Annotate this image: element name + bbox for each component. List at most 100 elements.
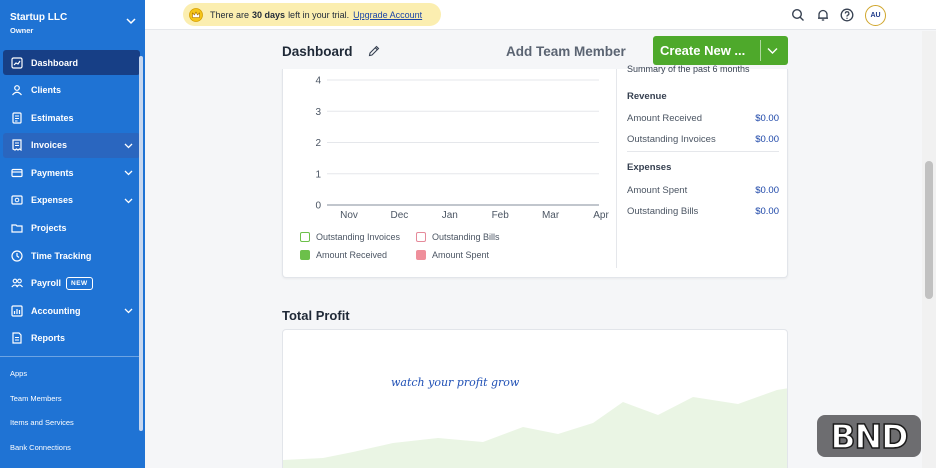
summary-heading: Summary of the past 6 months: [627, 64, 750, 74]
main-scrollbar[interactable]: [922, 31, 936, 468]
page-title: Dashboard: [282, 44, 353, 59]
create-new-label: Create New ...: [660, 43, 746, 58]
chevron-down-icon[interactable]: [766, 44, 779, 57]
total-profit-card: watch your profit grow: [282, 329, 788, 468]
sidebar-link-team-members[interactable]: Team Members: [10, 393, 62, 403]
sidebar-link-items-and-services[interactable]: Items and Services: [10, 418, 74, 427]
summary-divider: [627, 151, 779, 152]
legend-label: Amount Spent: [432, 250, 490, 260]
sidebar-item-label: Projects: [31, 223, 67, 234]
main-scrollbar-thumb[interactable]: [925, 161, 933, 299]
payroll-icon: [11, 278, 23, 288]
revenue-title: Revenue: [627, 91, 667, 102]
clock-icon: [11, 250, 23, 262]
sidebar-link-bank-connections[interactable]: Bank Connections: [10, 442, 71, 452]
y-tick-label: 4: [315, 76, 321, 87]
x-tick-label: Mar: [542, 210, 560, 221]
sidebar-item-projects[interactable]: Projects: [3, 216, 140, 241]
projects-icon: [11, 224, 23, 233]
sidebar-link-apps[interactable]: Apps: [10, 369, 28, 378]
legend-item-amount-spent[interactable]: Amount Spent: [416, 250, 489, 260]
sidebar-item-label: Reports: [31, 333, 66, 344]
sidebar-item-reports[interactable]: Reports: [3, 326, 140, 351]
sidebar-item-estimates[interactable]: Estimates: [3, 105, 140, 130]
bell-icon[interactable]: [816, 8, 830, 22]
pencil-icon[interactable]: [367, 44, 381, 58]
summary-row-outstanding-invoices: Outstanding Invoices $0.00: [627, 134, 779, 145]
y-tick-label: 2: [315, 138, 321, 149]
amount-received-label: Amount Received: [627, 113, 702, 124]
chevron-down-icon[interactable]: [123, 305, 134, 316]
sidebar-item-expenses[interactable]: Expenses: [3, 188, 140, 213]
watermark-logo: BND: [817, 415, 921, 457]
x-tick-label: Nov: [340, 210, 358, 221]
amount-received-value[interactable]: $0.00: [755, 113, 779, 124]
add-team-member-button[interactable]: Add Team Member: [506, 44, 626, 59]
summary-row-amount-spent: Amount Spent $0.00: [627, 185, 779, 196]
legend-item-outstanding-invoices[interactable]: Outstanding Invoices: [300, 232, 400, 242]
create-new-separator: [760, 40, 761, 61]
sidebar-item-payments[interactable]: Payments: [3, 160, 140, 185]
legend-swatch: [300, 232, 310, 242]
search-icon[interactable]: [791, 8, 805, 22]
sidebar-item-time-tracking[interactable]: Time Tracking: [3, 243, 140, 268]
help-icon[interactable]: [840, 8, 854, 22]
legend-label: Outstanding Invoices: [316, 232, 401, 242]
dashboard-chart-card: 0 1 2 3 4 Nov Dec Jan Feb Mar Apr Outstanding Invo…: [282, 64, 788, 278]
x-tick-label: Apr: [593, 210, 609, 221]
accounting-icon: [11, 305, 23, 317]
avatar[interactable]: AU: [865, 5, 886, 26]
invoices-icon: [12, 139, 22, 152]
profit-placeholder-text: watch your profit grow: [391, 376, 520, 389]
sidebar-item-invoices[interactable]: Invoices: [3, 132, 140, 158]
sidebar-item-payroll[interactable]: Payroll NEW: [3, 271, 140, 296]
legend-item-outstanding-bills[interactable]: Outstanding Bills: [416, 232, 500, 242]
chevron-down-icon[interactable]: [123, 140, 134, 151]
company-name: Startup LLC: [10, 12, 68, 23]
trial-days: 30 days: [252, 9, 286, 20]
chevron-down-icon[interactable]: [123, 167, 134, 178]
sidebar-sub-links: Apps Team Members Items and Services Ban…: [10, 368, 74, 466]
sidebar-item-label: Payroll: [31, 278, 62, 289]
dashboard-icon: [11, 56, 23, 69]
upgrade-account-link[interactable]: Upgrade Account: [353, 9, 423, 20]
outstanding-bills-value[interactable]: $0.00: [755, 206, 779, 217]
expenses-title: Expenses: [627, 162, 672, 173]
sidebar-item-label: Time Tracking: [31, 250, 92, 261]
sidebar-item-label: Expenses: [31, 195, 74, 206]
legend-label: Amount Received: [316, 250, 388, 260]
sidebar-item-clients[interactable]: Clients: [3, 78, 140, 103]
create-new-button[interactable]: Create New ...: [653, 36, 788, 65]
watermark-text: BND: [830, 416, 910, 457]
summary-row-outstanding-bills: Outstanding Bills $0.00: [627, 206, 779, 217]
expenses-icon: [11, 195, 23, 206]
trial-banner: There are 30 days left in your trial. Up…: [183, 3, 441, 26]
revenue-expense-chart: 0 1 2 3 4 Nov Dec Jan Feb Mar Apr: [315, 76, 609, 222]
sidebar-item-dashboard[interactable]: Dashboard: [3, 50, 140, 75]
chevron-down-icon[interactable]: [123, 195, 134, 206]
legend-item-amount-received[interactable]: Amount Received: [300, 250, 387, 260]
y-tick-label: 3: [315, 107, 321, 118]
main-content: Dashboard Add Team Member Create New ...…: [145, 31, 921, 468]
company-switcher[interactable]: Startup LLC Owner: [10, 12, 140, 35]
x-tick-label: Dec: [391, 210, 409, 221]
amount-spent-value[interactable]: $0.00: [755, 185, 779, 196]
company-role: Owner: [10, 26, 34, 35]
sidebar-divider: [0, 356, 140, 357]
sidebar-item-accounting[interactable]: Accounting: [3, 298, 140, 323]
sidebar-item-label: Payments: [31, 167, 74, 178]
outstanding-bills-label: Outstanding Bills: [627, 206, 699, 217]
legend-swatch: [416, 232, 426, 242]
sidebar-item-label: Estimates: [31, 112, 74, 123]
total-profit-title: Total Profit: [282, 308, 350, 323]
sidebar-item-label: Dashboard: [31, 57, 79, 68]
outstanding-invoices-label: Outstanding Invoices: [627, 134, 716, 145]
outstanding-invoices-value[interactable]: $0.00: [755, 134, 779, 145]
sidebar-item-label: Accounting: [31, 305, 81, 316]
reports-icon: [12, 332, 22, 345]
trial-text-after: left in your trial.: [288, 9, 350, 20]
sidebar-nav: Dashboard Clients Estimates Invoices Payment…: [3, 50, 140, 354]
y-tick-label: 0: [315, 201, 321, 212]
sidebar-scrollbar[interactable]: [139, 56, 143, 431]
chevron-down-icon[interactable]: [125, 15, 137, 27]
